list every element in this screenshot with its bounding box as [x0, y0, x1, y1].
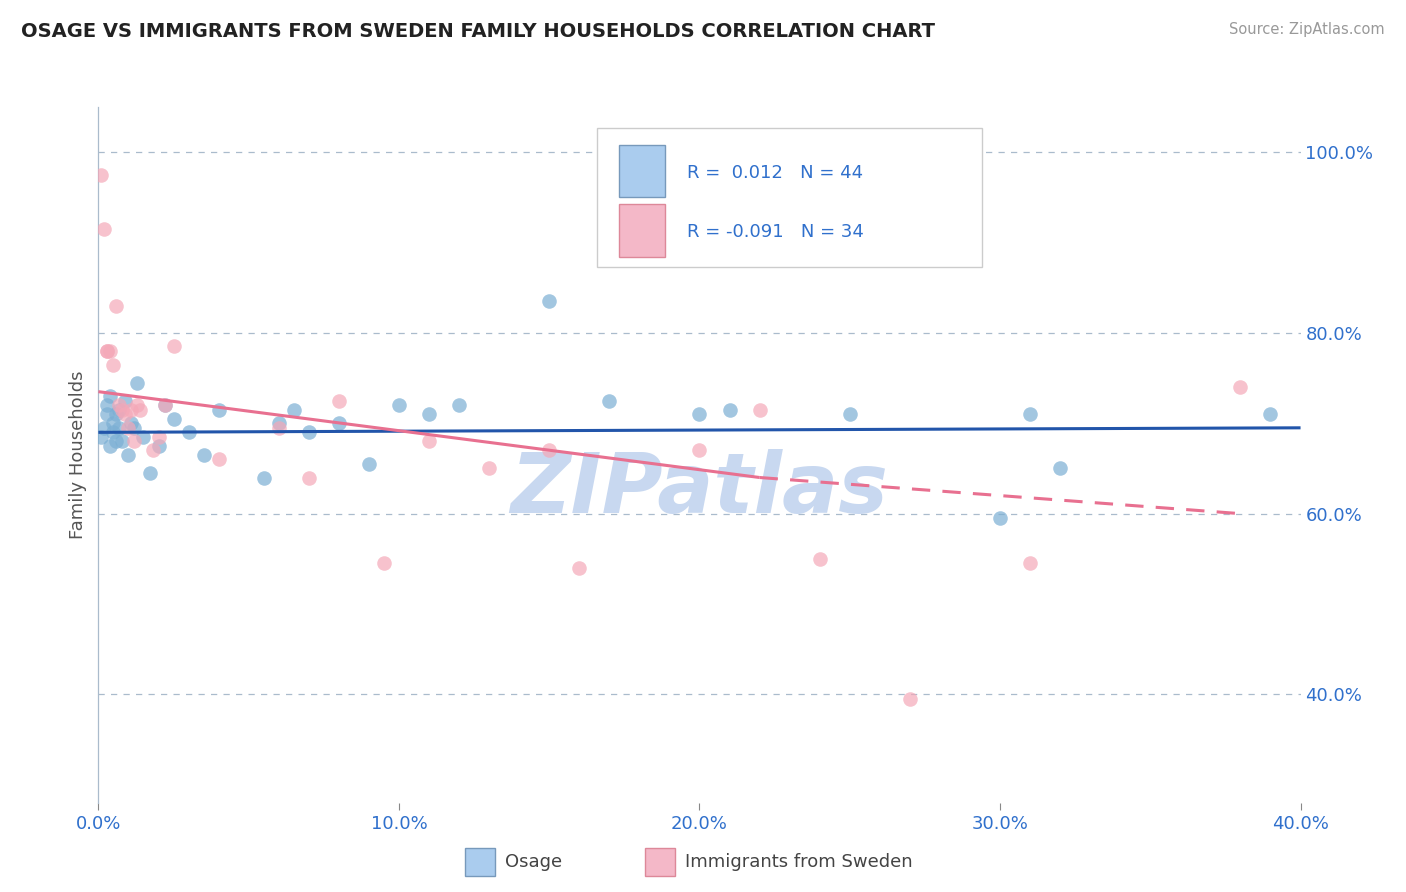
Point [568, 561, 591, 575]
Point [1229, 380, 1251, 394]
Point [328, 393, 350, 408]
Point [1019, 407, 1042, 421]
FancyBboxPatch shape [645, 848, 675, 876]
Point [267, 421, 290, 435]
Point [111, 434, 134, 449]
Point [108, 398, 131, 412]
Point [373, 557, 395, 571]
Point [298, 425, 321, 440]
Text: Osage: Osage [505, 853, 562, 871]
Point [162, 339, 184, 353]
Point [538, 443, 561, 458]
Text: ZIPatlas: ZIPatlas [510, 450, 889, 530]
Point [267, 417, 290, 431]
Point [418, 434, 440, 449]
Point [208, 402, 231, 417]
FancyBboxPatch shape [598, 128, 981, 267]
Point [298, 470, 321, 484]
Point [132, 430, 155, 444]
Point [105, 299, 128, 313]
Point [447, 398, 470, 412]
Point [90, 168, 112, 182]
FancyBboxPatch shape [619, 204, 665, 257]
Point [108, 421, 131, 435]
Point [90, 430, 112, 444]
Point [162, 411, 184, 425]
Point [718, 402, 741, 417]
Point [838, 407, 860, 421]
Point [96, 407, 118, 421]
Point [96, 344, 118, 359]
Point [1260, 407, 1282, 421]
Point [148, 439, 170, 453]
Point [598, 393, 620, 408]
Point [208, 452, 231, 467]
Text: R =  0.012   N = 44: R = 0.012 N = 44 [688, 164, 863, 182]
Point [153, 398, 176, 412]
Point [105, 434, 128, 449]
Point [121, 417, 143, 431]
Point [688, 407, 710, 421]
Point [357, 457, 380, 471]
Point [129, 402, 152, 417]
Point [988, 511, 1011, 525]
Point [121, 402, 143, 417]
Text: Source: ZipAtlas.com: Source: ZipAtlas.com [1229, 22, 1385, 37]
Point [114, 393, 136, 408]
Point [127, 398, 149, 412]
Point [124, 434, 146, 449]
Point [418, 407, 440, 421]
Point [148, 430, 170, 444]
Point [117, 421, 139, 435]
Point [193, 448, 215, 462]
Point [111, 402, 134, 417]
Point [141, 443, 163, 458]
Point [105, 407, 128, 421]
Point [117, 448, 139, 462]
Point [114, 407, 136, 421]
Point [1019, 557, 1042, 571]
Point [328, 417, 350, 431]
Text: OSAGE VS IMMIGRANTS FROM SWEDEN FAMILY HOUSEHOLDS CORRELATION CHART: OSAGE VS IMMIGRANTS FROM SWEDEN FAMILY H… [21, 22, 935, 41]
Point [103, 425, 125, 440]
Point [96, 398, 118, 412]
Point [748, 402, 770, 417]
Point [124, 421, 146, 435]
Point [177, 425, 200, 440]
Point [688, 443, 710, 458]
Point [1049, 461, 1071, 475]
Point [103, 358, 125, 372]
Y-axis label: Family Households: Family Households [69, 371, 87, 539]
Point [478, 461, 501, 475]
Point [96, 344, 118, 359]
FancyBboxPatch shape [465, 848, 495, 876]
Point [808, 551, 831, 566]
Point [388, 398, 411, 412]
Text: R = -0.091   N = 34: R = -0.091 N = 34 [688, 223, 865, 241]
Point [138, 466, 160, 480]
Point [127, 376, 149, 390]
Point [100, 344, 122, 359]
Text: Immigrants from Sweden: Immigrants from Sweden [685, 853, 912, 871]
Point [108, 402, 131, 417]
Point [283, 402, 305, 417]
Point [538, 294, 561, 309]
FancyBboxPatch shape [619, 145, 665, 197]
Point [253, 470, 276, 484]
Point [93, 222, 115, 236]
Point [898, 692, 921, 706]
Point [103, 417, 125, 431]
Point [153, 398, 176, 412]
Point [100, 439, 122, 453]
Point [100, 389, 122, 403]
Point [93, 421, 115, 435]
